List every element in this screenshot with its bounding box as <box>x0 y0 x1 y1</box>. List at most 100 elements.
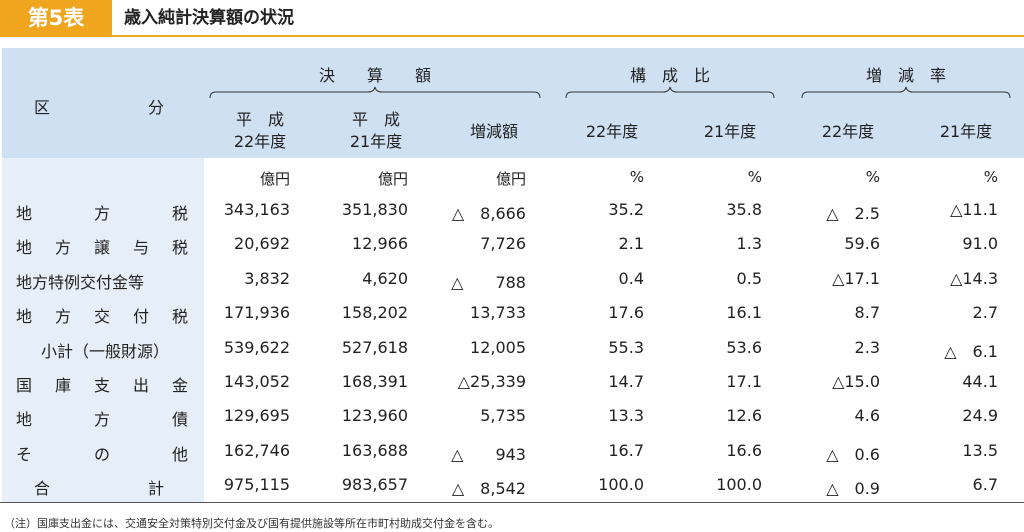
table-cell: △11.1 <box>950 200 998 219</box>
table-cell: 129,695 <box>223 406 290 426</box>
table-cell: 983,657 <box>341 475 408 495</box>
table-cell: 12.6 <box>726 406 762 426</box>
table-cell: 8.7 <box>854 303 880 323</box>
table-cell: 16.1 <box>726 303 762 323</box>
kubun-left-label: 区 <box>34 98 51 117</box>
table-cell: 123,960 <box>341 406 408 426</box>
table-cell: 100.0 <box>598 475 644 495</box>
table-cell: 4.6 <box>854 406 880 426</box>
row-label-char: 税 <box>171 307 188 327</box>
title-underline <box>0 35 1024 37</box>
table-cell: 343,163 <box>223 200 290 219</box>
row-label-char: そ <box>16 444 33 464</box>
row-label-char: 小計（一般財源） <box>40 341 169 361</box>
table-cell: 14.7 <box>608 372 644 391</box>
row-label-char: 地 <box>16 307 33 327</box>
row-label-char: 方 <box>54 307 71 327</box>
brace-kessan <box>209 86 541 99</box>
col-zogen-22: 22年度 <box>821 122 875 141</box>
row-label-char: 譲 <box>93 238 110 258</box>
col-kosei-22: 22年度 <box>585 122 639 141</box>
table-cell: △ 943 <box>451 444 526 464</box>
group-zogen-ritsu: 増 減 率 <box>865 66 946 85</box>
brace-zogen <box>801 86 1011 99</box>
unit-label: 億円 <box>377 170 408 188</box>
table-cell: △ 8,666 <box>451 204 526 223</box>
table-cell: 17.1 <box>726 372 762 391</box>
row-label: 地方交付税 <box>16 303 188 327</box>
row-label-char: 国 <box>16 376 33 395</box>
table-cell: 53.6 <box>726 337 762 357</box>
table-bottom-rule <box>0 502 1024 503</box>
row-label: 地方譲与税 <box>16 234 188 258</box>
table-cell: 3,832 <box>244 268 290 288</box>
table-cell: 44.1 <box>962 372 998 391</box>
table-cell: △ 2.5 <box>826 204 880 223</box>
row-label: 小計（一般財源） <box>30 338 180 362</box>
table-cell: 2.1 <box>618 234 644 254</box>
table-cell: 55.3 <box>608 337 644 357</box>
table-cell: 163,688 <box>341 440 408 460</box>
table-title: 歳入純計決算額の状況 <box>124 8 294 28</box>
table-cell: 527,618 <box>341 337 408 357</box>
row-label-char: 地 <box>16 238 33 258</box>
table-cell: 2.7 <box>972 303 998 323</box>
row-label-column <box>2 158 204 502</box>
row-label: 地方税 <box>16 200 188 224</box>
col-h21-line1: 平 成 <box>351 110 400 129</box>
col-zogen-21: 21年度 <box>939 122 993 141</box>
table-cell: 12,966 <box>352 234 408 254</box>
table-cell: 13.3 <box>608 406 644 426</box>
unit-label: 億円 <box>495 170 526 188</box>
row-label-char: 付 <box>132 307 149 327</box>
row-label-char: 金 <box>171 376 188 395</box>
row-label-char: 支 <box>93 376 110 395</box>
row-label-char: 計 <box>147 479 164 499</box>
table-cell: 7,726 <box>480 234 526 254</box>
row-label-char: 与 <box>132 238 149 258</box>
table-body: 億円 億円 億円%%%% 地方税 343,163 351,830 △ 8,666 35.2 35… <box>2 158 1024 502</box>
table-cell: △ 0.9 <box>826 479 880 499</box>
table-cell: 539,622 <box>223 337 290 357</box>
table-cell: △ 788 <box>451 272 526 292</box>
table-cell: 171,936 <box>223 303 290 323</box>
row-label-char: 地 <box>16 410 33 430</box>
row-label-char: 交 <box>93 307 110 327</box>
table-number-badge: 第5表 <box>0 0 112 36</box>
unit-label: % <box>629 168 644 186</box>
table-cell: 5,735 <box>480 406 526 426</box>
unit-label: % <box>865 168 880 186</box>
row-label: 地方債 <box>16 406 188 430</box>
row-label-char: 出 <box>132 376 149 395</box>
row-label-char: の <box>93 444 110 464</box>
table-cell: 158,202 <box>341 303 408 323</box>
table-cell: 91.0 <box>962 234 998 254</box>
row-label-char: 他 <box>171 444 188 464</box>
row-label-char: 庫 <box>54 376 71 395</box>
table-cell: 13,733 <box>470 303 526 323</box>
table-cell: △25,339 <box>457 372 526 391</box>
table-cell: 1.3 <box>736 234 762 254</box>
table-cell: △ 0.6 <box>826 444 880 464</box>
kubun-right-label: 分 <box>148 98 165 117</box>
title-bar: 第5表 歳入純計決算額の状況 <box>0 0 1024 37</box>
col-zogen-gaku: 増減額 <box>469 122 518 141</box>
row-label-char: 債 <box>171 410 188 430</box>
table-cell: 4,620 <box>362 268 408 288</box>
table-cell: 168,391 <box>341 372 408 391</box>
table-cell: 13.5 <box>962 440 998 460</box>
table-cell: 24.9 <box>962 406 998 426</box>
table-cell: △14.3 <box>950 268 998 288</box>
row-label: 国庫支出金 <box>16 372 188 396</box>
table-cell: 143,052 <box>223 372 290 391</box>
row-label-char: 地方特例交付金等 <box>16 272 145 292</box>
table-cell: 0.4 <box>618 268 644 288</box>
table-cell: △17.1 <box>832 268 880 288</box>
col-kosei-21: 21年度 <box>703 122 757 141</box>
row-label: その他 <box>16 441 188 465</box>
table-cell: △15.0 <box>832 372 880 391</box>
table-cell: 35.2 <box>608 200 644 219</box>
table-cell: 17.6 <box>608 303 644 323</box>
row-label-char: 方 <box>54 238 71 258</box>
unit-label: % <box>983 168 998 186</box>
